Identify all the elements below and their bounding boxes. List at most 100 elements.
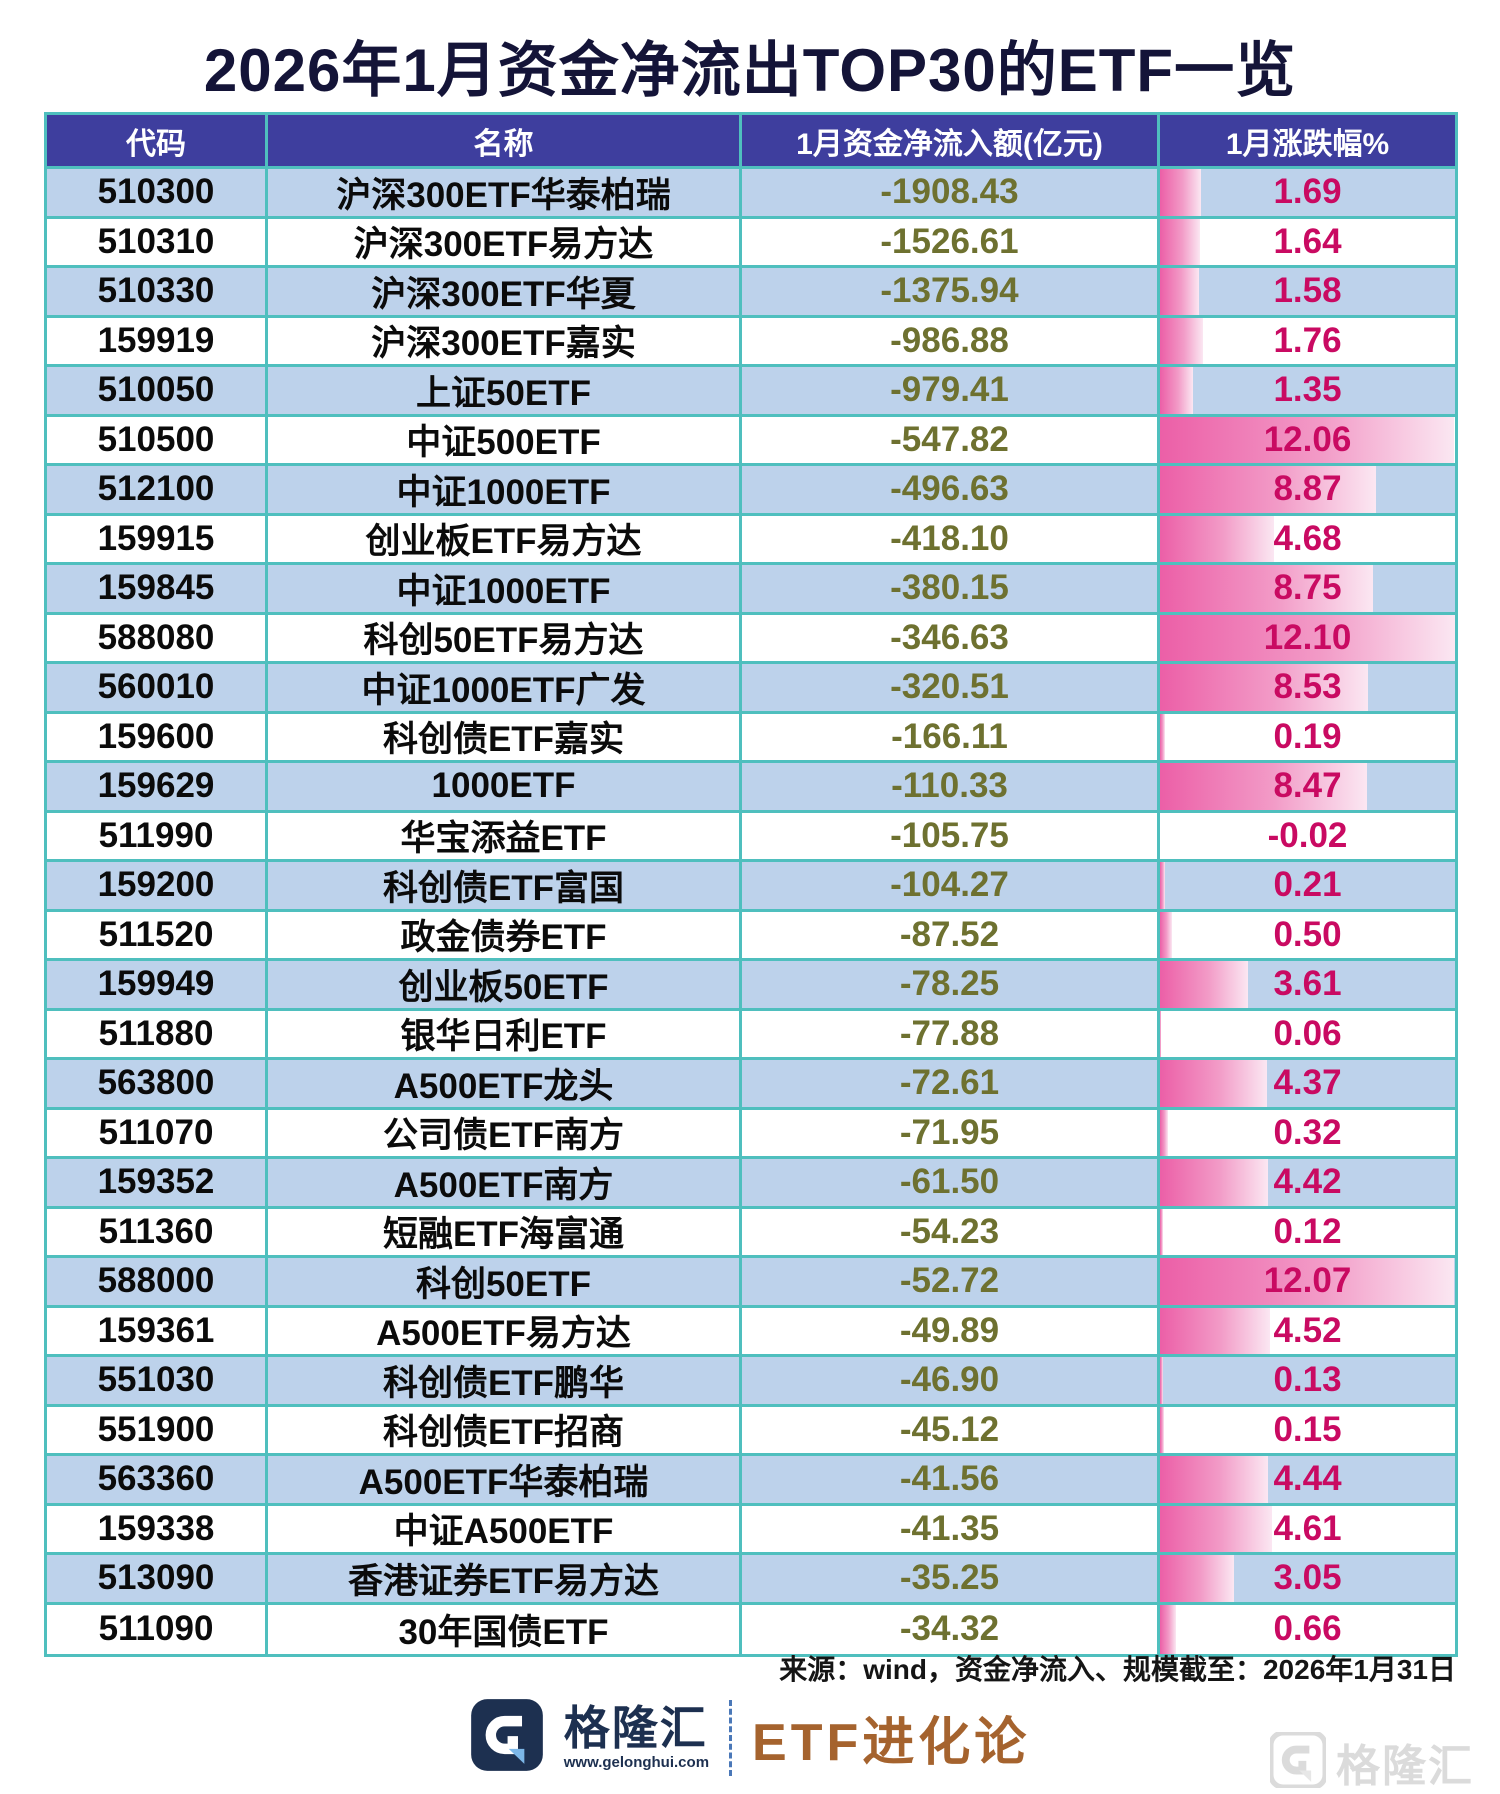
table-row: 588080 科创50ETF易方达 -346.63 12.10 — [47, 614, 1455, 664]
col-header-code: 代码 — [47, 115, 268, 166]
cell-name: 创业板ETF易方达 — [268, 515, 742, 562]
table-row: 511070 公司债ETF南方 -71.95 0.32 — [47, 1109, 1455, 1159]
change-bar — [1160, 416, 1455, 463]
cell-name: 华宝添益ETF — [268, 812, 742, 859]
change-value: -0.02 — [1267, 815, 1348, 855]
cell-net-flow: -105.75 — [742, 812, 1160, 859]
cell-change-pct: 1.69 — [1160, 169, 1455, 216]
change-value: 0.13 — [1273, 1360, 1342, 1400]
cell-name: 公司债ETF南方 — [268, 1109, 742, 1156]
cell-change-pct: 0.66 — [1160, 1604, 1455, 1654]
table-row: 159200 科创债ETF富国 -104.27 0.21 — [47, 862, 1455, 912]
change-bar — [1160, 466, 1377, 513]
cell-name: 中证1000ETF — [268, 565, 742, 612]
change-bar — [1160, 862, 1166, 909]
cell-code: 511070 — [47, 1109, 268, 1156]
cell-code: 510330 — [47, 268, 268, 315]
source-note: 来源：wind，资金净流入、规模截至：2026年1月31日 — [779, 1654, 1456, 1685]
change-bar — [1160, 961, 1248, 1008]
cell-net-flow: -54.23 — [742, 1208, 1160, 1255]
change-bar — [1160, 1357, 1164, 1404]
cell-name: 政金债券ETF — [268, 911, 742, 958]
cell-change-pct: 0.19 — [1160, 713, 1455, 760]
change-value: 1.58 — [1273, 271, 1342, 311]
cell-code: 159600 — [47, 713, 268, 760]
change-value: 8.75 — [1273, 568, 1342, 608]
change-bar — [1160, 515, 1275, 562]
sub-brand-name: ETF进化论 — [752, 1714, 1031, 1772]
change-bar — [1160, 1406, 1164, 1453]
table-row: 551030 科创债ETF鹏华 -46.90 0.13 — [47, 1357, 1455, 1407]
cell-change-pct: 1.76 — [1160, 317, 1455, 364]
change-value: 0.12 — [1273, 1211, 1342, 1251]
cell-net-flow: -45.12 — [742, 1406, 1160, 1453]
cell-net-flow: -496.63 — [742, 466, 1160, 513]
cell-code: 551900 — [47, 1406, 268, 1453]
table-header-row: 代码 名称 1月资金净流入额(亿元) 1月涨跌幅% — [47, 115, 1455, 169]
change-value: 12.07 — [1263, 1261, 1352, 1301]
change-value: 0.66 — [1273, 1609, 1342, 1649]
cell-net-flow: -166.11 — [742, 713, 1160, 760]
cell-name: A500ETF华泰柏瑞 — [268, 1456, 742, 1503]
change-bar — [1160, 1307, 1271, 1354]
cell-change-pct: 0.06 — [1160, 1010, 1455, 1057]
cell-code: 588080 — [47, 614, 268, 661]
change-value: 0.32 — [1273, 1112, 1342, 1152]
cell-code: 511990 — [47, 812, 268, 859]
change-value: 1.35 — [1273, 370, 1342, 410]
cell-code: 159919 — [47, 317, 268, 364]
cell-change-pct: 8.75 — [1160, 565, 1455, 612]
cell-code: 513090 — [47, 1555, 268, 1602]
cell-net-flow: -61.50 — [742, 1159, 1160, 1206]
cell-name: 30年国债ETF — [268, 1604, 742, 1654]
cell-change-pct: 4.44 — [1160, 1456, 1455, 1503]
change-value: 1.64 — [1273, 221, 1342, 261]
change-bar — [1160, 268, 1199, 315]
cell-change-pct: 8.87 — [1160, 466, 1455, 513]
cell-change-pct: 12.07 — [1160, 1258, 1455, 1305]
cell-code: 159629 — [47, 763, 268, 810]
cell-code: 511360 — [47, 1208, 268, 1255]
cell-code: 159949 — [47, 961, 268, 1008]
change-bar — [1160, 1456, 1269, 1503]
watermark-g-icon — [1268, 1729, 1328, 1793]
cell-change-pct: 0.50 — [1160, 911, 1455, 958]
cell-net-flow: -110.33 — [742, 763, 1160, 810]
change-value: 0.19 — [1273, 716, 1342, 756]
cell-name: 科创债ETF鹏华 — [268, 1357, 742, 1404]
col-header-change: 1月涨跌幅% — [1225, 127, 1390, 161]
table-row: 159361 A500ETF易方达 -49.89 4.52 — [47, 1307, 1455, 1357]
change-bar — [1160, 1604, 1177, 1654]
table-row: 513090 香港证券ETF易方达 -35.25 3.05 — [47, 1555, 1455, 1605]
change-bar — [1160, 911, 1173, 958]
cell-code: 159361 — [47, 1307, 268, 1354]
cell-change-pct: 4.37 — [1160, 1060, 1455, 1107]
cell-change-pct: 4.68 — [1160, 515, 1455, 562]
change-value: 8.87 — [1273, 469, 1342, 509]
table-row: 159949 创业板50ETF -78.25 3.61 — [47, 961, 1455, 1011]
table-row: 510300 沪深300ETF华泰柏瑞 -1908.43 1.69 — [47, 169, 1455, 219]
change-value: 8.53 — [1273, 667, 1342, 707]
change-value: 3.05 — [1273, 1558, 1342, 1598]
cell-change-pct: 8.47 — [1160, 763, 1455, 810]
change-bar — [1160, 1208, 1163, 1255]
change-value: 3.61 — [1273, 964, 1342, 1004]
cell-net-flow: -1908.43 — [742, 169, 1160, 216]
cell-change-pct: 3.61 — [1160, 961, 1455, 1008]
cell-code: 510500 — [47, 416, 268, 463]
table-row: 511360 短融ETF海富通 -54.23 0.12 — [47, 1208, 1455, 1258]
cell-code: 512100 — [47, 466, 268, 513]
change-bar — [1160, 763, 1367, 810]
cell-name: A500ETF南方 — [268, 1159, 742, 1206]
cell-net-flow: -320.51 — [742, 664, 1160, 711]
cell-code: 560010 — [47, 664, 268, 711]
table-row: 159352 A500ETF南方 -61.50 4.42 — [47, 1159, 1455, 1209]
table-row: 159338 中证A500ETF -41.35 4.61 — [47, 1505, 1455, 1555]
change-value: 4.52 — [1273, 1310, 1342, 1350]
cell-name: 创业板50ETF — [268, 961, 742, 1008]
cell-name: 中证500ETF — [268, 416, 742, 463]
cell-change-pct: 4.42 — [1160, 1159, 1455, 1206]
table-row: 511090 30年国债ETF -34.32 0.66 — [47, 1604, 1455, 1654]
cell-net-flow: -72.61 — [742, 1060, 1160, 1107]
change-value: 4.68 — [1273, 518, 1342, 558]
